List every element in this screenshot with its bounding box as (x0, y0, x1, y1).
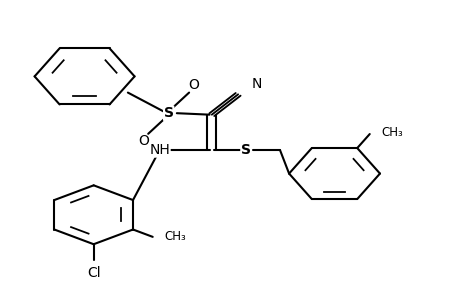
Text: NH: NH (149, 143, 169, 157)
Text: S: S (163, 106, 174, 120)
Text: CH₃: CH₃ (380, 126, 402, 139)
Text: O: O (188, 78, 199, 92)
Text: N: N (251, 77, 261, 91)
Text: Cl: Cl (87, 266, 100, 280)
Text: O: O (138, 134, 149, 148)
Text: S: S (241, 143, 250, 157)
Text: CH₃: CH₃ (164, 230, 185, 243)
